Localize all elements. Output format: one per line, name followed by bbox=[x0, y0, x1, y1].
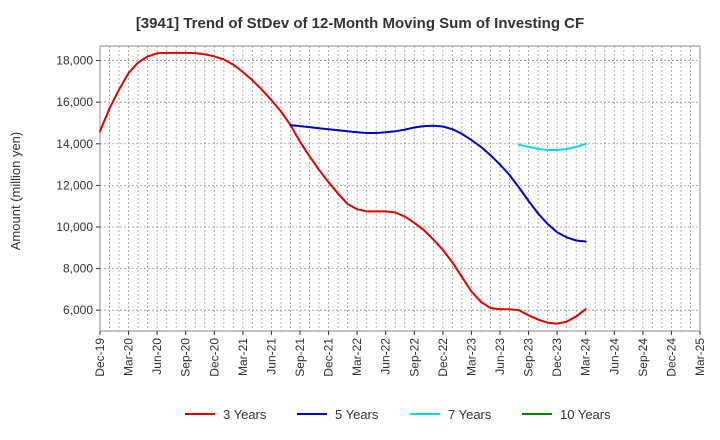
series-line-7-years bbox=[518, 142, 587, 151]
y-tick-label: 8,000 bbox=[63, 262, 93, 276]
x-tick-label: Sep-20 bbox=[179, 338, 193, 377]
legend-label-3-years: 3 Years bbox=[223, 407, 267, 422]
series-line-5-years bbox=[289, 124, 587, 243]
x-tick-label: Mar-21 bbox=[236, 338, 250, 376]
plot-area bbox=[99, 45, 701, 332]
chart-title: [3941] Trend of StDev of 12-Month Moving… bbox=[136, 15, 584, 32]
legend-label-5-years: 5 Years bbox=[335, 407, 379, 422]
x-tick-label: Dec-21 bbox=[322, 338, 336, 377]
x-tick-label: Dec-19 bbox=[93, 338, 107, 377]
x-tick-label: Dec-22 bbox=[436, 338, 450, 377]
x-tick-label: Sep-22 bbox=[407, 338, 421, 377]
x-axis: Dec-19 Mar-20 Jun-20 Sep-20 Dec-20 Mar-21 Jun-… bbox=[93, 331, 707, 377]
y-tick-label: 12,000 bbox=[56, 178, 93, 192]
x-tick-label: Jun-20 bbox=[150, 338, 164, 375]
y-axis-label: Amount (million yen) bbox=[8, 132, 23, 251]
series-layer bbox=[99, 51, 587, 325]
y-axis: 6,000 8,000 10,000 12,000 14,000 16,000 18,000 bbox=[56, 54, 100, 317]
y-tick-label: 14,000 bbox=[56, 137, 93, 151]
x-tick-label: Mar-23 bbox=[464, 338, 478, 376]
x-tick-label: Sep-24 bbox=[636, 338, 650, 377]
legend-label-7-years: 7 Years bbox=[448, 407, 492, 422]
y-tick-label: 6,000 bbox=[63, 303, 93, 317]
x-tick-label: Dec-20 bbox=[207, 338, 221, 377]
y-tick-label: 16,000 bbox=[56, 95, 93, 109]
x-tick-label: Sep-21 bbox=[293, 338, 307, 377]
x-tick-label: Jun-23 bbox=[493, 338, 507, 375]
plot-frame bbox=[99, 45, 701, 332]
x-tick-label: Jun-24 bbox=[607, 338, 621, 375]
x-tick-label: Jun-21 bbox=[264, 338, 278, 375]
x-tick-label: Mar-25 bbox=[693, 338, 707, 376]
legend: 3 Years 5 Years 7 Years 10 Years bbox=[185, 407, 611, 422]
gridlines bbox=[99, 46, 701, 331]
x-tick-label: Jun-22 bbox=[379, 338, 393, 375]
x-tick-label: Sep-23 bbox=[522, 338, 536, 377]
x-tick-label: Mar-24 bbox=[579, 338, 593, 376]
x-tick-label: Mar-20 bbox=[122, 338, 136, 376]
y-tick-label: 18,000 bbox=[56, 54, 93, 68]
legend-label-10-years: 10 Years bbox=[560, 407, 611, 422]
y-tick-label: 10,000 bbox=[56, 220, 93, 234]
x-tick-label: Dec-23 bbox=[550, 338, 564, 377]
series-line-3-years bbox=[99, 51, 587, 325]
x-tick-label: Mar-22 bbox=[350, 338, 364, 376]
x-tick-label: Dec-24 bbox=[664, 338, 678, 377]
